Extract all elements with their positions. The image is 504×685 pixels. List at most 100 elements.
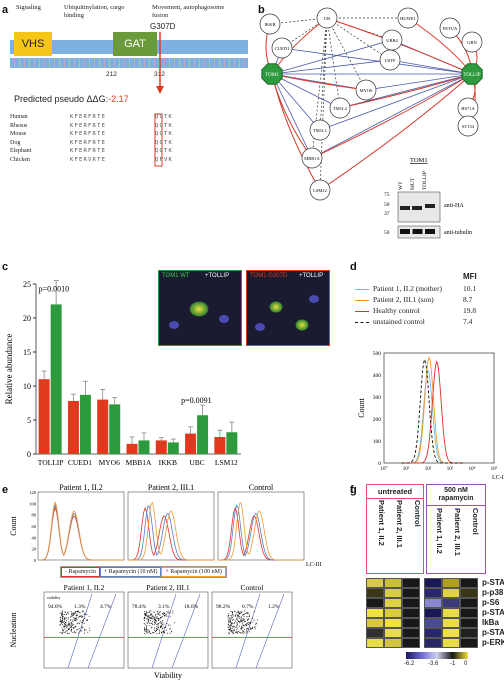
blot-label-ha: anti-HA xyxy=(444,203,464,209)
heatmap-cell xyxy=(384,588,402,598)
blot-lane: WT xyxy=(398,181,404,190)
svg-text:HS71A: HS71A xyxy=(461,106,475,111)
node-tm1l1: TM1L1 xyxy=(309,119,331,141)
percent-f: 94.0% xyxy=(48,604,63,610)
blot-marker: 37 xyxy=(384,211,390,217)
heatmap-cell xyxy=(460,628,478,638)
xtick-d: 10³ xyxy=(447,466,454,472)
heatmap-cell xyxy=(424,618,442,628)
legend-d-label: Patient 1, II.2 (mother) xyxy=(373,284,442,293)
species-name: Mouse xyxy=(10,131,27,137)
micrograph-mut-label-b: +TOLLIP xyxy=(299,273,324,279)
heatmap-cell xyxy=(442,618,460,628)
bar-c xyxy=(67,400,79,454)
category-c: UBC xyxy=(189,458,204,467)
heatmap-cell xyxy=(460,598,478,608)
bar-c xyxy=(197,415,209,454)
svg-text:TOM1: TOM1 xyxy=(265,73,279,78)
percent-f: 98.2% xyxy=(216,604,231,610)
legend-d-label: Patient 2, III.1 (son) xyxy=(373,295,434,304)
percent-f: 1.2% xyxy=(268,604,280,610)
bar-c xyxy=(214,437,226,454)
heatmap-row-label: p-p38 xyxy=(482,588,504,597)
svg-text:LSM12: LSM12 xyxy=(313,188,327,193)
sequence-right: QQTK xyxy=(155,139,174,146)
histogram-curve-e xyxy=(128,506,214,561)
percent-f: 3.1% xyxy=(158,604,170,610)
heatmap-cell xyxy=(366,608,384,618)
sequence-left: KFERFRTE xyxy=(70,148,107,154)
untreated-label: untreated xyxy=(367,485,423,499)
xtick-d: 10⁴ xyxy=(469,466,476,472)
blot-header: TOM1 xyxy=(410,157,428,164)
category-c: CUED1 xyxy=(68,458,92,467)
node-cued1: CUED1 xyxy=(271,37,293,59)
bar-c xyxy=(126,443,138,454)
bar-c xyxy=(167,442,179,454)
node-lsm12: LSM12 xyxy=(309,179,331,201)
heatmap-cell xyxy=(424,638,442,648)
panel-label-c: c xyxy=(2,261,9,273)
heatmap-cell xyxy=(460,578,478,588)
ylabel-f: Nucleation xyxy=(9,612,18,647)
blot-label-tubulin: anti-tubulin xyxy=(444,230,472,236)
blot-lane: MUT xyxy=(410,177,416,190)
species-name: Chicken xyxy=(10,156,30,163)
bar-c xyxy=(138,440,150,454)
sequence-right: QQTK xyxy=(155,114,174,120)
vhs-label: VHS xyxy=(21,38,45,50)
xtick-d: 10⁵ xyxy=(491,466,498,472)
node-ustf: USTF xyxy=(379,49,401,71)
legend-d-item: Healthy control 19.8 xyxy=(355,306,500,316)
micrograph-wt: TOM1 WT +TOLLIP xyxy=(158,270,242,346)
legend-d-item: unstained control 7.4 xyxy=(355,317,500,327)
svg-text:UBR4: UBR4 xyxy=(386,38,398,43)
legend-d-swatch xyxy=(355,289,369,290)
bar-c xyxy=(79,394,91,454)
xtick-d: 10² xyxy=(425,466,432,472)
category-c: MYO6 xyxy=(99,458,121,467)
vhs-domain: VHS xyxy=(14,32,52,56)
panel-label-b: b xyxy=(258,4,265,16)
pvalue-ubc: p=0.0091 xyxy=(181,396,212,405)
svg-text:MBB1A: MBB1A xyxy=(304,156,320,161)
ytick-c: 25 xyxy=(23,280,31,289)
heatmap-cell xyxy=(366,638,384,648)
blot-lane: TOLLIP xyxy=(422,171,428,190)
svg-text:CUED1: CUED1 xyxy=(275,46,290,51)
ytick-c: 15 xyxy=(23,348,31,357)
heatmap-row-label: p-S6 xyxy=(482,598,500,607)
heatmap-column-label: Control xyxy=(413,500,422,527)
ytick-e: 120 xyxy=(29,490,37,495)
node-ikkb: IKKB xyxy=(259,13,281,35)
cell-signal xyxy=(295,319,309,331)
nucleus xyxy=(255,323,265,331)
sequence-left: KFERFRTE xyxy=(70,122,107,129)
category-c: IKKB xyxy=(159,458,177,467)
color-scale xyxy=(406,652,468,659)
heatmap-column-label: Control xyxy=(471,508,480,535)
ytick-e: 40 xyxy=(32,535,37,540)
heatmap-row-label: p-STAT5 xyxy=(482,628,504,637)
heatmap-cell xyxy=(384,578,402,588)
bar-chart-c: 0 5 10 15 20 25 Relative abundance TOLLIP CUED1 M… xyxy=(4,280,241,467)
heatmap-cell xyxy=(402,588,420,598)
svg-text:MYO6: MYO6 xyxy=(360,88,374,93)
node-ubr4: UBR4 xyxy=(381,29,403,51)
heatmap-cell xyxy=(366,628,384,638)
ytick-e: 60 xyxy=(32,524,37,529)
title-f: Control xyxy=(241,583,264,592)
cell-signal xyxy=(189,301,209,317)
heatmap-cell xyxy=(442,578,460,588)
pseudo-value: -2.17 xyxy=(108,94,129,104)
heatmap-cell xyxy=(460,638,478,648)
cell-signal xyxy=(269,301,283,313)
category-c: LSM12 xyxy=(215,458,238,467)
node-ub: UB xyxy=(316,7,338,29)
panel-label-g: g xyxy=(350,484,357,496)
title-e: Patient 2, III.1 xyxy=(148,483,194,492)
interaction-network: UB IKKB CUED1 HUWE1 UBR4 USTF FETUA GRN MYO6 TM1L… xyxy=(259,7,483,239)
panel-label-a: a xyxy=(2,4,9,16)
bar-c xyxy=(97,399,109,454)
legend-d-swatch xyxy=(355,322,369,323)
